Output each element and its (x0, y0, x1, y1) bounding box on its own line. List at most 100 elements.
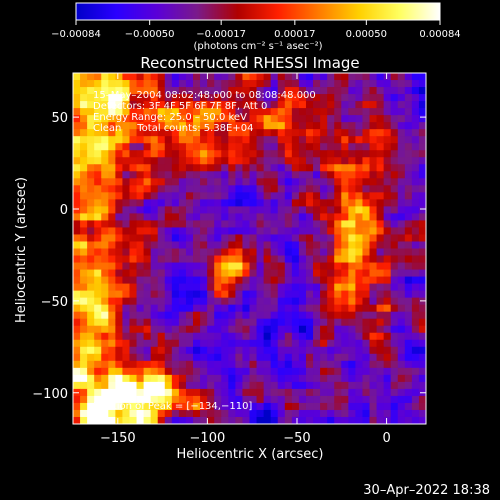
heatmap-cell (256, 269, 265, 277)
heatmap-cell (390, 220, 399, 228)
heatmap-cell (355, 94, 363, 102)
heatmap-cell (94, 367, 102, 376)
heatmap-cell (411, 108, 420, 116)
heatmap-cell (200, 339, 208, 348)
heatmap-cell (150, 325, 159, 334)
heatmap-cell (418, 122, 426, 130)
heatmap-cell (178, 157, 187, 165)
heatmap-cell (94, 311, 102, 320)
heatmap-cell (362, 80, 370, 88)
heatmap-cell (228, 248, 236, 256)
heatmap-cell (313, 367, 321, 376)
heatmap-cell (171, 101, 180, 109)
heatmap-cell (94, 234, 102, 242)
heatmap-cell (242, 129, 250, 137)
heatmap-cell (193, 248, 201, 256)
heatmap-cell (115, 290, 123, 299)
heatmap-cell (143, 227, 152, 235)
heatmap-cell (73, 269, 81, 277)
heatmap-cell (242, 157, 250, 165)
heatmap-cell (263, 185, 272, 193)
heatmap-cell (369, 339, 377, 348)
heatmap-cell (122, 94, 130, 102)
heatmap-cell (298, 255, 307, 263)
heatmap-cell (221, 136, 229, 144)
heatmap-cell (200, 108, 208, 116)
heatmap-cell (355, 136, 363, 144)
heatmap-cell (390, 101, 399, 109)
heatmap-cell (101, 283, 109, 292)
heatmap-cell (327, 269, 335, 277)
heatmap-cell (178, 255, 187, 263)
heatmap-cell (418, 213, 426, 221)
heatmap-cell (263, 136, 272, 144)
heatmap-cell (369, 87, 377, 95)
heatmap-cell (404, 409, 413, 418)
heatmap-cell (87, 80, 95, 88)
heatmap-cell (235, 171, 243, 179)
heatmap-cell (157, 395, 166, 404)
heatmap-cell (207, 157, 215, 165)
heatmap-cell (214, 304, 222, 313)
heatmap-cell (122, 297, 130, 306)
heatmap-cell (263, 297, 272, 306)
heatmap-cell (235, 248, 243, 256)
heatmap-cell (390, 115, 399, 123)
heatmap-cell (150, 178, 159, 186)
heatmap-cell (362, 290, 370, 299)
heatmap-cell (115, 129, 123, 137)
heatmap-cell (108, 409, 116, 418)
heatmap-cell (291, 304, 300, 313)
heatmap-cell (73, 94, 81, 102)
heatmap-cell (305, 248, 314, 256)
heatmap-cell (369, 143, 377, 151)
heatmap-cell (122, 87, 130, 95)
heatmap-cell (376, 122, 385, 130)
heatmap-cell (383, 311, 392, 320)
heatmap-cell (277, 360, 286, 369)
heatmap-cell (164, 129, 173, 137)
heatmap-cell (348, 388, 356, 397)
heatmap-cell (313, 388, 321, 397)
heatmap-cell (284, 150, 293, 158)
heatmap-cell (101, 80, 109, 88)
heatmap-cell (221, 353, 229, 362)
heatmap-cell (263, 143, 272, 151)
heatmap-cell (200, 346, 208, 355)
heatmap-cell (270, 129, 279, 137)
heatmap-cell (200, 199, 208, 207)
heatmap-cell (348, 360, 356, 369)
heatmap-cell (143, 220, 152, 228)
heatmap-cell (270, 192, 279, 200)
heatmap-cell (397, 206, 406, 214)
heatmap-cell (150, 374, 159, 383)
heatmap-cell (327, 234, 335, 242)
heatmap-cell (305, 332, 314, 341)
heatmap-cell (87, 234, 95, 242)
heatmap-cell (80, 367, 88, 376)
heatmap-cell (369, 276, 377, 284)
heatmap-cell (157, 94, 166, 102)
heatmap-cell (87, 241, 95, 249)
heatmap-cell (320, 248, 328, 256)
heatmap-cell (136, 318, 144, 327)
heatmap-cell (178, 241, 187, 249)
heatmap-cell (80, 318, 88, 327)
heatmap-cell (411, 220, 420, 228)
heatmap-cell (348, 304, 356, 313)
heatmap-cell (397, 143, 406, 151)
heatmap-cell (115, 395, 123, 404)
heatmap-cell (334, 213, 342, 221)
heatmap-cell (129, 381, 137, 390)
heatmap-cell (164, 318, 173, 327)
heatmap-cell (164, 199, 173, 207)
heatmap-cell (390, 136, 399, 144)
heatmap-cell (376, 192, 385, 200)
heatmap-cell (143, 332, 152, 341)
heatmap-cell (284, 192, 293, 200)
heatmap-cell (115, 318, 123, 327)
heatmap-cell (298, 325, 307, 334)
heatmap-cell (122, 178, 130, 186)
heatmap-cell (284, 122, 293, 130)
heatmap-cell (256, 80, 265, 88)
